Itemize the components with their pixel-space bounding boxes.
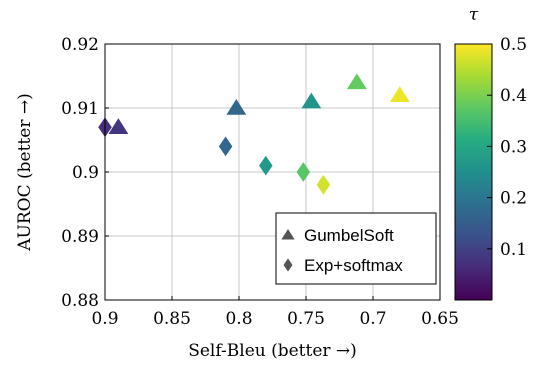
x-tick-label: 0.8 (225, 309, 252, 329)
colorbar-tick-label: 0.3 (500, 137, 527, 157)
legend-entry-gumbelsoft: GumbelSoft (304, 226, 394, 245)
colorbar-ticks: 0.1 0.2 0.3 0.4 0.5 (487, 35, 527, 260)
y-tick-label: 0.88 (61, 291, 99, 311)
scatter-point-diamond (259, 155, 273, 176)
scatter-point-diamond (296, 162, 311, 182)
legend-marker-triangle (281, 229, 295, 240)
x-axis-label: Self-Bleu (better →) (188, 341, 357, 361)
legend-entry-exp-softmax: Exp+softmax (304, 256, 403, 275)
scatter-point-triangle (347, 73, 367, 90)
legend-box (275, 212, 437, 285)
scatter-point-diamond (218, 136, 233, 157)
data-points (98, 73, 410, 195)
y-tick-label: 0.89 (61, 227, 99, 247)
scatter-point-triangle (301, 92, 322, 109)
x-tick-label: 0.85 (153, 309, 191, 329)
y-tick-label: 0.91 (61, 99, 99, 119)
colorbar-gradient (454, 43, 493, 301)
x-tick-label: 0.7 (359, 309, 386, 329)
colorbar-tick-label: 0.2 (500, 189, 527, 209)
colorbar-tick-label: 0.4 (500, 86, 527, 106)
scatter-point-diamond (316, 174, 331, 195)
x-tick-label: 0.75 (287, 309, 325, 329)
colorbar-tick-label: 0.5 (500, 35, 527, 55)
colorbar: 0.1 0.2 0.3 0.4 0.5 τ (454, 5, 527, 301)
scatter-point-triangle (108, 118, 129, 134)
colorbar-tick-label: 0.1 (500, 240, 527, 260)
y-tick-label: 0.9 (72, 163, 99, 183)
legend-marker-diamond (283, 258, 293, 272)
y-axis-ticks: 0.88 0.89 0.9 0.91 0.92 (61, 35, 109, 311)
y-axis-label: AUROC (better →) (15, 93, 35, 251)
scatter-point-triangle (389, 86, 410, 102)
legend: GumbelSoft Exp+softmax (275, 212, 437, 285)
scatter-point-triangle (226, 99, 247, 115)
x-tick-label: 0.65 (421, 309, 459, 329)
y-tick-label: 0.92 (61, 35, 99, 55)
colorbar-label: τ (469, 5, 479, 25)
x-axis-ticks: 0.9 0.85 0.8 0.75 0.7 0.65 (91, 296, 459, 329)
x-tick-label: 0.9 (91, 309, 118, 329)
